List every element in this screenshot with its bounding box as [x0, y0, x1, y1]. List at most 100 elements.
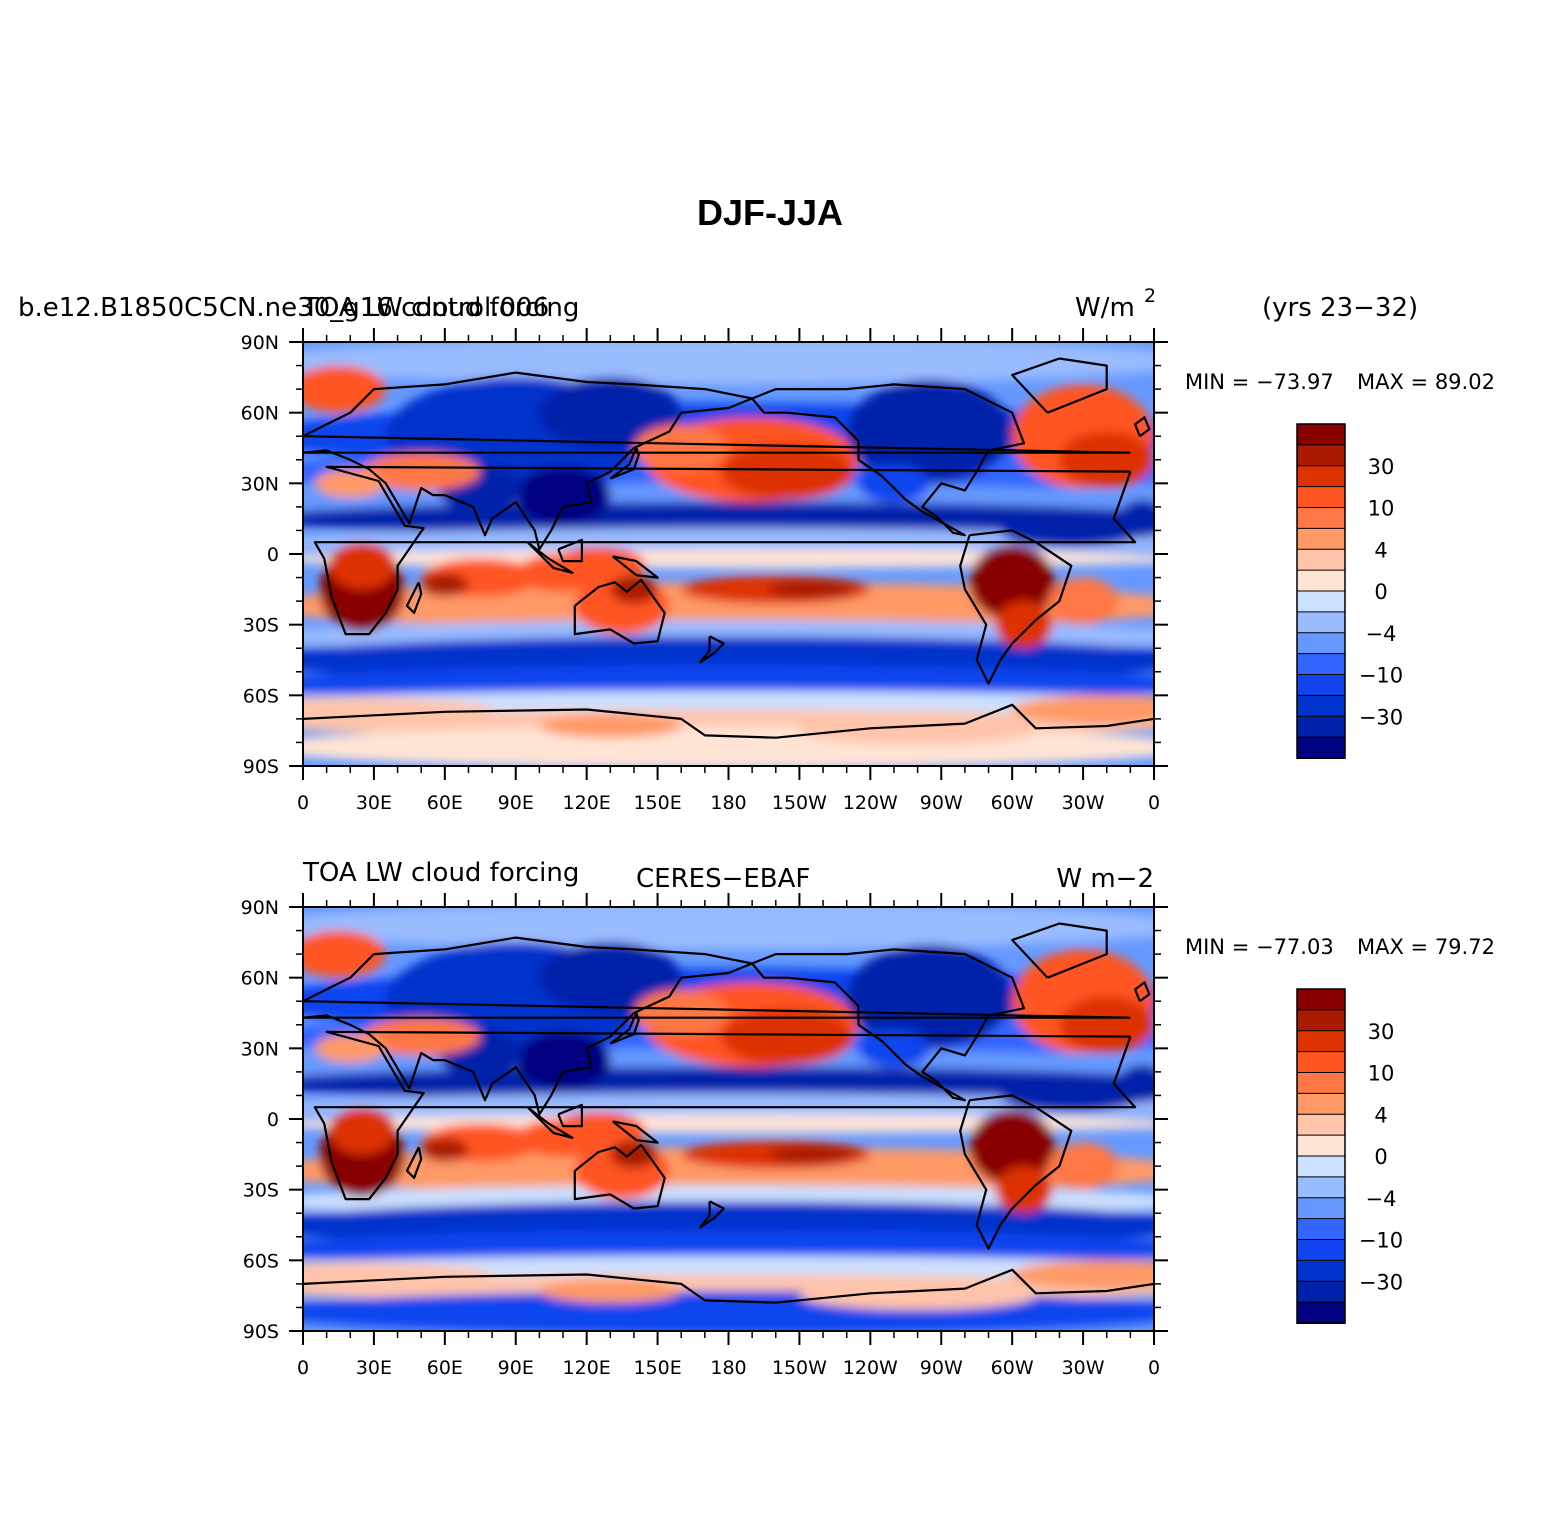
colorbar-swatch: [1296, 1009, 1346, 1032]
continent-outline: [959, 1094, 1073, 1250]
x-tick-label: 60W: [991, 1357, 1034, 1379]
y-tick-label: 90S: [243, 756, 279, 778]
continent-outline: [612, 1120, 659, 1144]
continent-outline: [751, 948, 1026, 1102]
colorbar-swatch: [1296, 1259, 1346, 1283]
max-label: MAX = 79.72: [1357, 935, 1495, 959]
x-tick-label: 180: [710, 1357, 746, 1379]
x-tick-label: 30W: [1062, 792, 1105, 814]
field-region: [969, 544, 1055, 620]
field-region: [539, 1279, 682, 1303]
continent-outline: [573, 1143, 666, 1210]
field-region: [515, 1031, 611, 1089]
colorbar-label: −10: [1359, 1229, 1403, 1253]
continent-outline: [1134, 416, 1151, 438]
y-tick-label: 30S: [243, 615, 279, 637]
continent-outline: [303, 703, 1154, 739]
field-region: [303, 697, 493, 722]
x-tick-label: 90W: [920, 792, 963, 814]
continent-outline: [699, 1200, 725, 1229]
field-region: [314, 469, 386, 498]
y-tick-label: 60S: [243, 1250, 279, 1272]
x-tick-label: 120E: [563, 792, 611, 814]
colorbar-swatch: [1296, 1134, 1346, 1157]
continent-outline: [612, 555, 659, 579]
colorbar-label: 30: [1368, 1020, 1395, 1044]
field-region: [846, 944, 1013, 1049]
colorbar-swatch: [1296, 486, 1346, 509]
map-panel-top: 90N 60N 30N 0 30S 60S 90S 0 30E 60E 90E 120E 150E 180…: [18, 285, 1495, 814]
x-tick-label: 120E: [563, 1357, 611, 1379]
field-region: [721, 443, 854, 500]
case-name-label: b.e12.B1850C5CN.ne30_g16.control.006: [18, 293, 549, 323]
colorbar-swatch: [1296, 1113, 1346, 1137]
x-tick-label: 0: [297, 1357, 309, 1379]
field-region: [303, 582, 1154, 630]
colorbar-swatch: [1296, 465, 1346, 488]
units-label: W m−2: [1056, 864, 1154, 894]
field-region: [995, 1166, 1053, 1214]
colorbar-swatch: [1296, 674, 1346, 697]
colorbar-swatch: [1296, 715, 1346, 739]
colorbar-label: −4: [1366, 622, 1397, 646]
colorbar-label: 0: [1374, 580, 1387, 604]
colorbar-swatch: [1296, 423, 1346, 446]
field-region: [1000, 1078, 1143, 1112]
field-region: [799, 716, 1036, 745]
colorbar-label: 4: [1374, 1103, 1387, 1127]
x-tick-label: 150W: [772, 792, 827, 814]
field-region: [303, 365, 386, 413]
y-tick-label: 0: [267, 1109, 279, 1131]
field-region: [969, 1109, 1055, 1185]
colorbar-swatch: [1296, 1218, 1346, 1241]
field-region: [1059, 996, 1154, 1054]
colorbar-swatch: [1296, 611, 1346, 634]
colorbar-swatch: [1296, 1301, 1346, 1324]
x-tick-label: 60W: [991, 792, 1034, 814]
colorbar-swatch: [1296, 694, 1346, 718]
field-region: [1047, 1142, 1119, 1190]
x-tick-label: 30E: [356, 792, 392, 814]
field-region: [551, 546, 646, 585]
continent-outline: [557, 538, 583, 563]
field-region: [1118, 499, 1154, 538]
x-tick-label: 150E: [633, 1357, 681, 1379]
min-label: MIN = −73.97: [1185, 370, 1334, 394]
field-region: [303, 1290, 1154, 1331]
colorbar-label: 10: [1368, 1062, 1395, 1086]
field-region: [610, 1140, 658, 1169]
colorbar-swatch: [1296, 1030, 1346, 1053]
continent-outline: [526, 1106, 574, 1139]
x-tick-label: 0: [1148, 1357, 1160, 1379]
continent-outline: [959, 529, 1073, 685]
field-region: [303, 907, 1154, 950]
field-region: [421, 572, 469, 597]
continent-outline: [303, 371, 1131, 551]
x-tick-label: 150W: [772, 1357, 827, 1379]
continent-outline: [573, 578, 666, 645]
colorbar-label: 0: [1374, 1145, 1387, 1169]
continent-outlines: [303, 357, 1154, 739]
continent-outline: [1011, 357, 1108, 414]
field-region: [314, 1034, 386, 1063]
colorbar-frame: [1296, 423, 1346, 759]
field-region: [768, 579, 854, 599]
continent-outline: [1134, 981, 1151, 1003]
field-region: [362, 452, 481, 491]
field-region: [539, 714, 682, 738]
colorbar-label: −4: [1366, 1187, 1397, 1211]
y-tick-label: 60S: [243, 685, 279, 707]
continent-outline: [609, 446, 640, 480]
colorbar-frame: [1296, 988, 1346, 1324]
field-region: [1000, 513, 1143, 547]
field-region: [303, 930, 386, 978]
y-tick-label: 30N: [241, 1038, 279, 1060]
colorbar-swatch: [1296, 569, 1346, 592]
colorbar-label: 4: [1374, 538, 1387, 562]
continent-outline: [313, 465, 1137, 636]
colorbar-swatch: [1296, 1239, 1346, 1262]
x-tick-label: 120W: [843, 792, 898, 814]
field-region: [846, 379, 1013, 484]
continent-outline: [303, 1268, 1154, 1304]
continent-outline: [313, 1030, 1137, 1201]
